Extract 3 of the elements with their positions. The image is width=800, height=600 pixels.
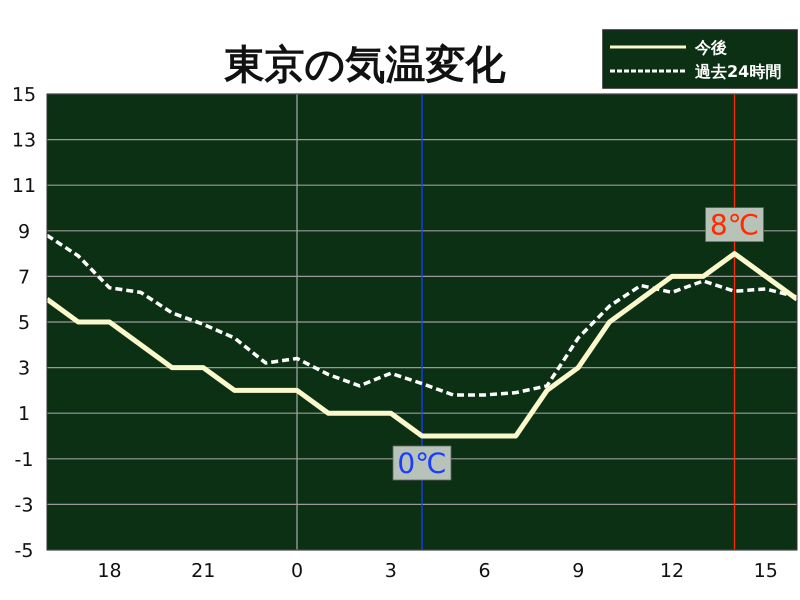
title: 東京の気温変化 <box>224 42 506 88</box>
annotation: 0℃ <box>392 446 452 480</box>
annotation: 8℃ <box>705 207 764 242</box>
